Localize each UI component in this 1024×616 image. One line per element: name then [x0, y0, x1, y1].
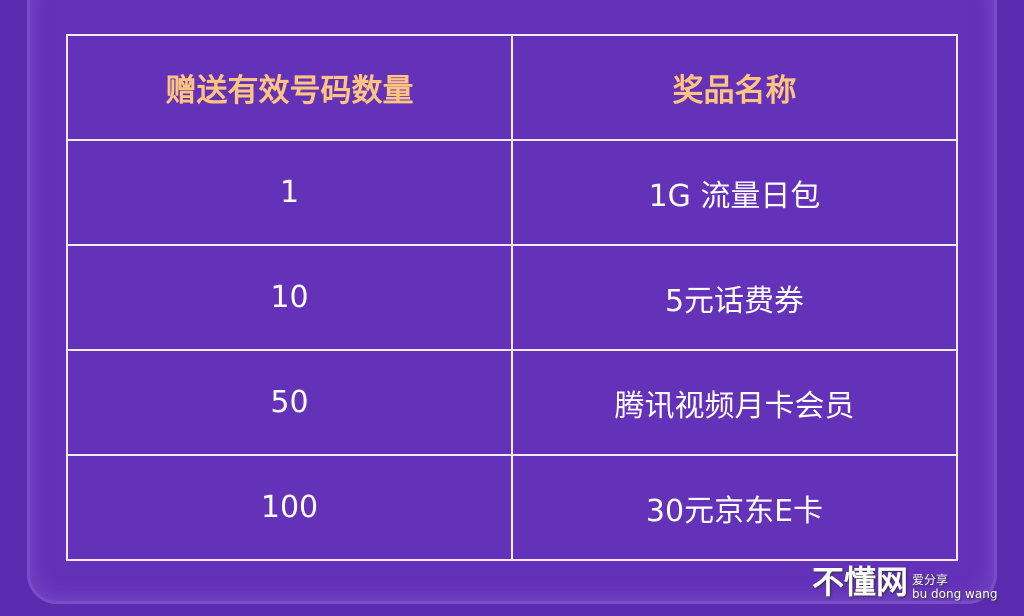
table-row: 1 1G 流量日包 [66, 139, 958, 246]
header-prize: 奖品名称 [511, 34, 958, 141]
prize-cell: 30元京东E卡 [511, 454, 958, 561]
table-row: 10 5元话费券 [66, 244, 958, 351]
prize-cell: 腾讯视频月卡会员 [511, 349, 958, 456]
watermark: 不懂网 爱分享 bu dong wang [812, 563, 997, 601]
prize-cell: 1G 流量日包 [511, 139, 958, 246]
watermark-pinyin: bu dong wang [912, 587, 998, 601]
count-cell: 1 [66, 139, 513, 246]
table-row: 50 腾讯视频月卡会员 [66, 349, 958, 456]
watermark-main: 不懂网 [812, 563, 909, 601]
watermark-sub: 爱分享 [912, 573, 949, 587]
table-row: 100 30元京东E卡 [66, 454, 958, 561]
prize-table: 赠送有效号码数量 奖品名称 1 1G 流量日包 10 5元话费券 50 腾讯视频… [66, 34, 958, 561]
header-count: 赠送有效号码数量 [66, 34, 513, 141]
table-header-row: 赠送有效号码数量 奖品名称 [66, 34, 958, 141]
count-cell: 10 [66, 244, 513, 351]
count-cell: 100 [66, 454, 513, 561]
count-cell: 50 [66, 349, 513, 456]
prize-cell: 5元话费券 [511, 244, 958, 351]
